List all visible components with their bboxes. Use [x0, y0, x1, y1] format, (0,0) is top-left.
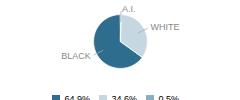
svg-text:WHITE: WHITE [151, 22, 180, 32]
svg-text:BLACK: BLACK [61, 51, 91, 61]
svg-text:A.I.: A.I. [122, 4, 136, 14]
